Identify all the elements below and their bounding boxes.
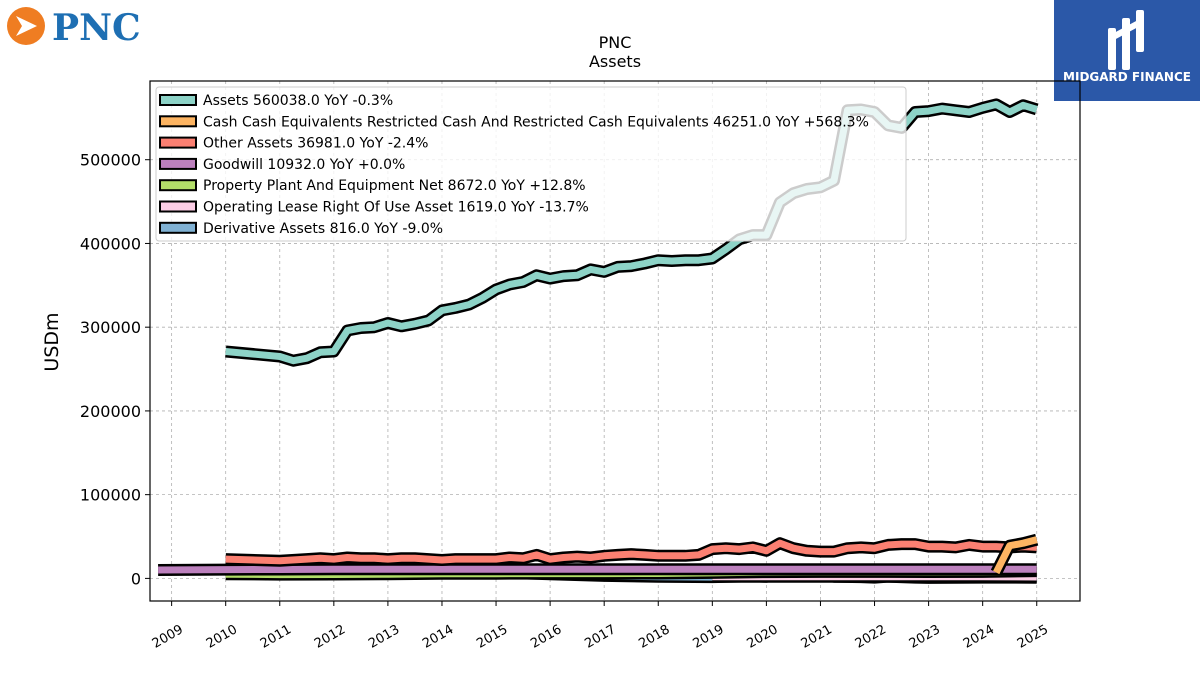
x-tick-label: 2017 bbox=[582, 622, 618, 652]
pnc-logo-text: PNC bbox=[52, 7, 141, 49]
legend-swatch bbox=[159, 115, 197, 128]
legend-swatch bbox=[159, 179, 197, 192]
pnc-logo-triangle bbox=[16, 16, 37, 36]
legend-swatch bbox=[159, 200, 197, 213]
y-tick-label: 200000 bbox=[80, 402, 141, 421]
y-tick-label: 300000 bbox=[80, 318, 141, 337]
legend-swatch bbox=[159, 157, 197, 170]
x-tick-label: 2010 bbox=[204, 622, 240, 652]
legend-swatch bbox=[159, 221, 197, 234]
legend-entry: Operating Lease Right Of Use Asset 1619.… bbox=[159, 200, 589, 216]
x-tick-label: 2021 bbox=[799, 622, 835, 652]
legend-label: Other Assets 36981.0 YoY -2.4% bbox=[203, 136, 428, 152]
series-line bbox=[225, 539, 1037, 565]
series-other-assets bbox=[225, 537, 1038, 567]
x-tick-label: 2012 bbox=[312, 622, 348, 652]
x-tick-label: 2020 bbox=[745, 622, 781, 652]
legend-entry: Derivative Assets 816.0 YoY -9.0% bbox=[159, 221, 443, 237]
x-tick-label: 2023 bbox=[907, 622, 943, 652]
x-tick-label: 2014 bbox=[420, 622, 456, 652]
x-tick-label: 2025 bbox=[1015, 622, 1051, 652]
y-tick-label: 100000 bbox=[80, 486, 141, 505]
series-line bbox=[225, 100, 1038, 365]
legend-entry: Assets 560038.0 YoY -0.3% bbox=[159, 93, 393, 109]
legend-entry: Property Plant And Equipment Net 8672.0 … bbox=[159, 178, 586, 194]
legend-label: Property Plant And Equipment Net 8672.0 … bbox=[203, 178, 586, 194]
x-tick-label: 2024 bbox=[961, 622, 997, 652]
legend-label: Cash Cash Equivalents Restricted Cash An… bbox=[203, 114, 869, 130]
legend-entry: Cash Cash Equivalents Restricted Cash An… bbox=[159, 114, 869, 130]
x-tick-label: 2009 bbox=[150, 622, 186, 652]
series-cash-cash-equivalents-restricted-cash-and-restricted-cash-equivalents bbox=[990, 533, 1039, 576]
y-tick-label: 0 bbox=[131, 569, 141, 588]
x-tick-label: 2018 bbox=[636, 622, 672, 652]
legend-entry: Other Assets 36981.0 YoY -2.4% bbox=[159, 136, 428, 152]
legend: Assets 560038.0 YoY -0.3% Cash Cash Equiv… bbox=[155, 86, 907, 242]
midgard-finance-text: MIDGARD FINANCE bbox=[1063, 70, 1191, 84]
series-assets bbox=[225, 98, 1039, 367]
x-tick-label: 2022 bbox=[853, 622, 889, 652]
plot-frame bbox=[149, 80, 1081, 602]
y-axis-label: USDm bbox=[41, 312, 63, 371]
legend-swatch bbox=[159, 136, 197, 149]
x-tick-label: 2016 bbox=[528, 622, 564, 652]
legend-label: Operating Lease Right Of Use Asset 1619.… bbox=[203, 200, 589, 216]
y-tick-label: 400000 bbox=[80, 234, 141, 253]
midgard-finance-mark bbox=[1108, 10, 1144, 70]
y-tick-label: 500000 bbox=[80, 151, 141, 170]
legend-box bbox=[155, 86, 907, 242]
x-tick-label: 2015 bbox=[474, 622, 510, 652]
legend-swatch bbox=[159, 94, 197, 106]
series-line bbox=[158, 565, 1037, 574]
series-line bbox=[993, 536, 1038, 575]
y-axis-ticks: 0 100000 200000 300000 400000 500000 bbox=[80, 151, 150, 588]
series-layer bbox=[158, 98, 1039, 584]
x-tick-label: 2019 bbox=[690, 622, 726, 652]
x-axis-ticks: 2009 2010 2011 2012 2013 2014 2015 2016 2017 2018… bbox=[150, 601, 1051, 652]
legend-label: Goodwill 10932.0 YoY +0.0% bbox=[203, 157, 405, 173]
legend-label: Derivative Assets 816.0 YoY -9.0% bbox=[203, 221, 443, 237]
chart-title: PNC bbox=[599, 33, 632, 52]
x-tick-label: 2013 bbox=[366, 622, 402, 652]
x-tick-label: 2011 bbox=[258, 622, 294, 652]
series-goodwill bbox=[158, 563, 1037, 576]
legend-entry: Goodwill 10932.0 YoY +0.0% bbox=[159, 157, 405, 173]
pnc-logo: PNC bbox=[6, 6, 156, 50]
chart-subtitle: Assets bbox=[589, 52, 641, 71]
midgard-finance-logo: MIDGARD FINANCE bbox=[1054, 0, 1200, 101]
legend-label: Assets 560038.0 YoY -0.3% bbox=[203, 93, 393, 109]
